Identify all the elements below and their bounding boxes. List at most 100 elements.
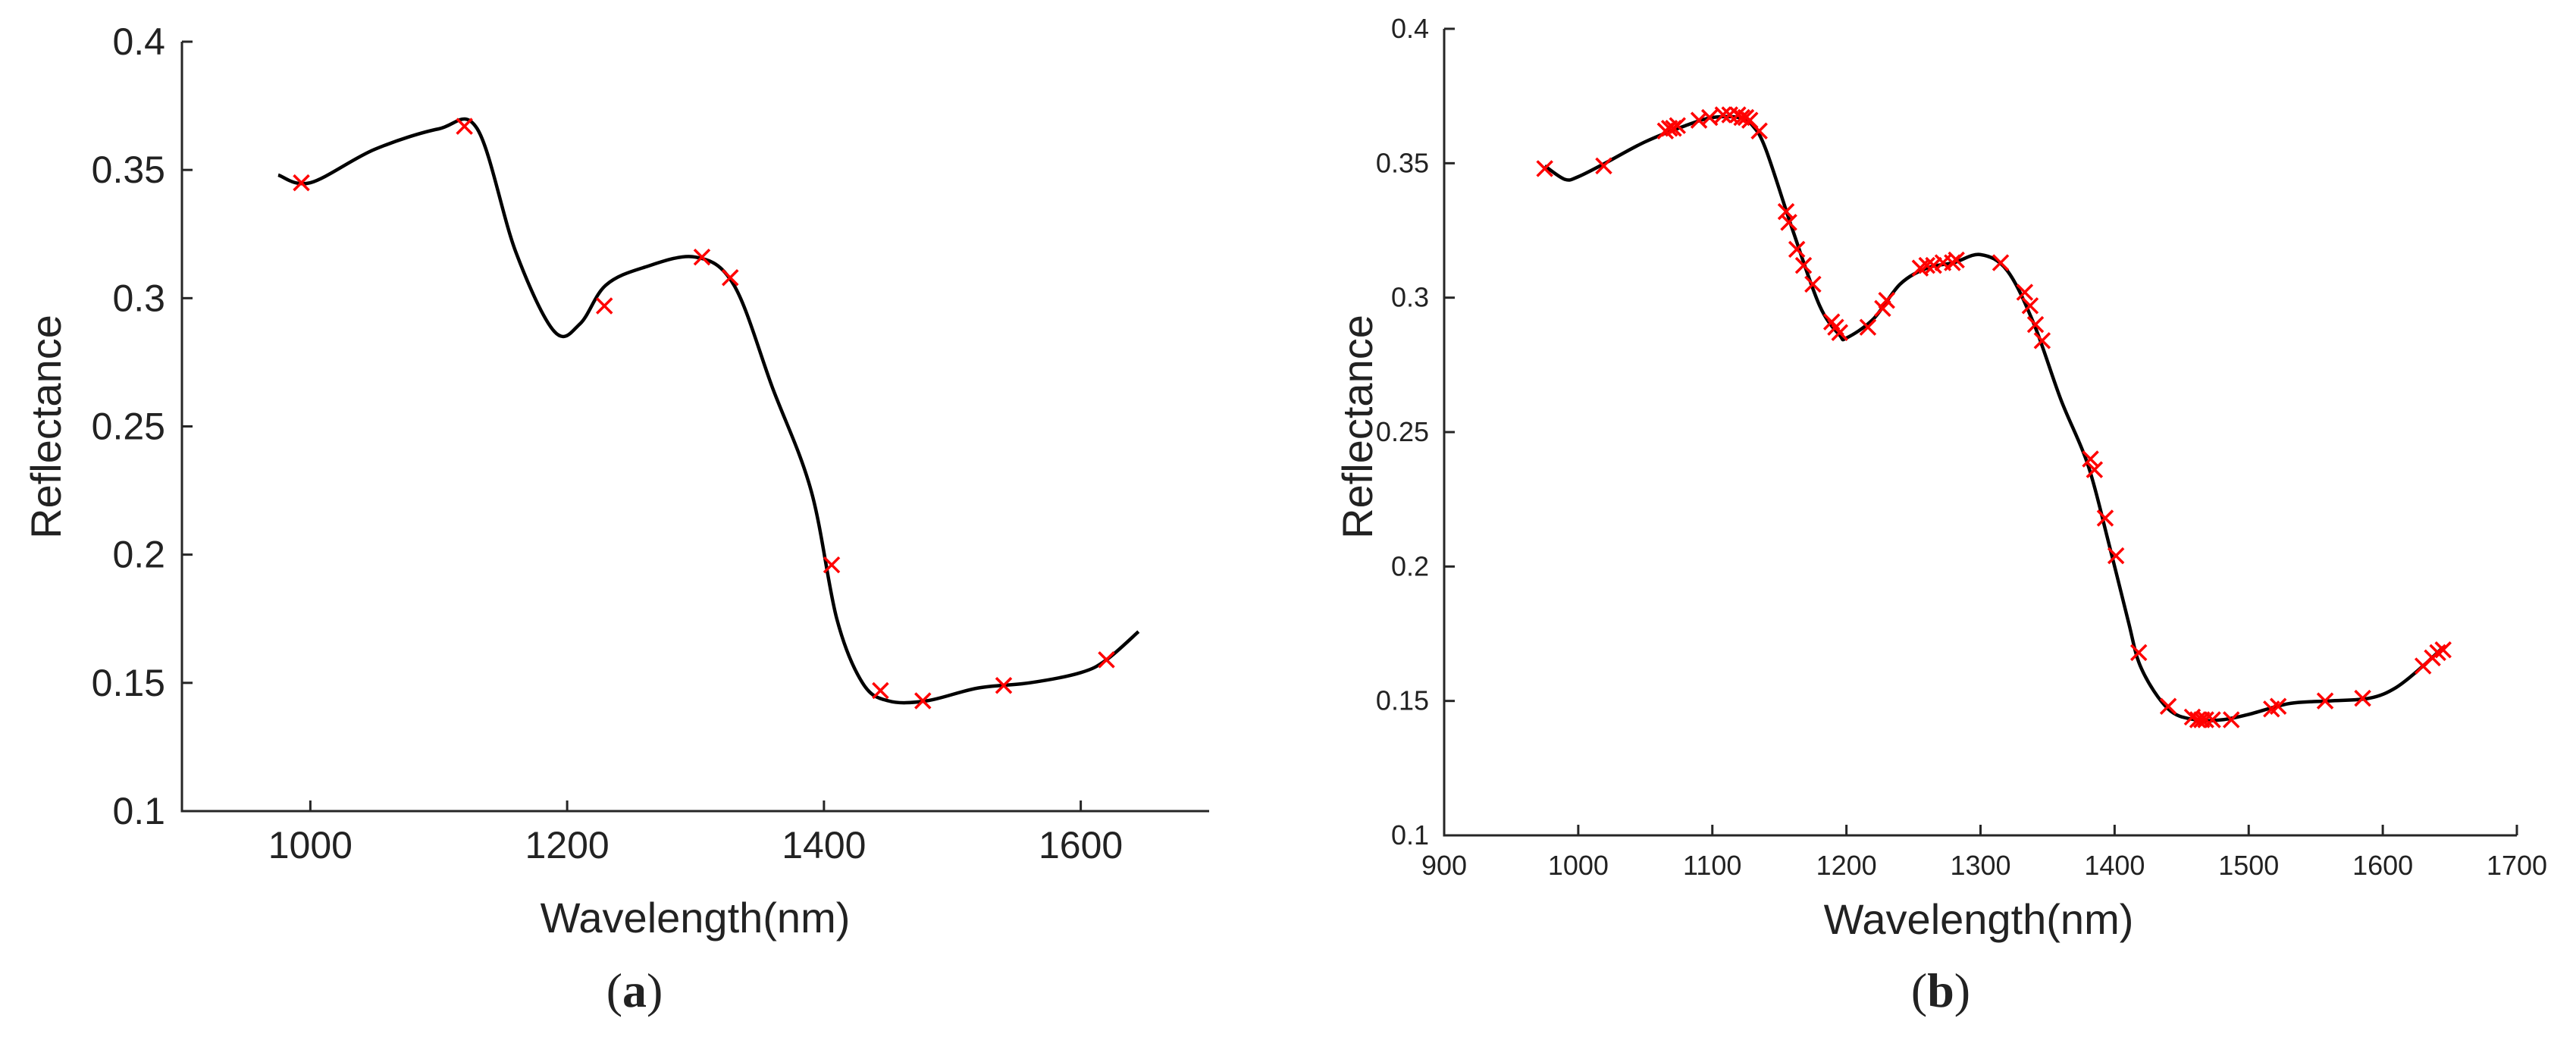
marker-stroke bbox=[1794, 256, 1813, 274]
selected-wavelength-marker bbox=[2129, 644, 2148, 662]
selected-wavelength-marker bbox=[823, 556, 841, 574]
y-tick-label: 0.15 bbox=[92, 662, 165, 704]
selected-wavelength-marker bbox=[1992, 254, 2010, 271]
selected-wavelength-marker bbox=[1925, 256, 1942, 274]
selected-wavelength-marker bbox=[1878, 291, 1895, 309]
selected-wavelength-marker bbox=[2269, 697, 2287, 715]
y-ticks-b: 0.1 0.15 0.2 0.25 0.3 0.35 0.4 bbox=[1376, 13, 1455, 851]
x-tick-label: 1000 bbox=[1548, 850, 1609, 881]
marker-stroke bbox=[1780, 214, 1797, 231]
marker-stroke bbox=[2434, 641, 2452, 659]
marker-stroke bbox=[2086, 461, 2104, 478]
selected-wavelength-marker bbox=[2082, 450, 2099, 468]
marker-stroke bbox=[2107, 547, 2125, 565]
marker-stroke bbox=[2223, 711, 2240, 728]
marker-stroke bbox=[1750, 122, 1768, 140]
marker-stroke bbox=[721, 269, 739, 287]
selected-wavelength-marker bbox=[1788, 240, 1806, 258]
marker-stroke bbox=[1804, 275, 1822, 293]
marker-stroke bbox=[1700, 108, 1719, 127]
marker-stroke bbox=[1992, 254, 2010, 271]
selected-wavelength-marker bbox=[2316, 692, 2334, 710]
y-axis-label-a: Reflectance bbox=[22, 315, 70, 539]
marker-stroke bbox=[1859, 318, 1877, 336]
selected-wavelength-marker bbox=[2096, 509, 2114, 527]
selected-wavelength-marker bbox=[456, 117, 473, 135]
y-axis-label-b: Reflectance bbox=[1333, 315, 1381, 539]
marker-stroke bbox=[872, 681, 889, 700]
selected-wavelength-marker bbox=[1750, 122, 1768, 140]
selected-markers-a bbox=[293, 117, 1115, 710]
selected-wavelength-marker bbox=[1714, 106, 1732, 124]
marker-stroke bbox=[1733, 108, 1750, 127]
x-tick-label: 1400 bbox=[782, 824, 866, 866]
panel-label-b: (b) bbox=[1911, 963, 1970, 1017]
x-tick-label: 1600 bbox=[1039, 824, 1123, 866]
selected-wavelength-marker bbox=[1098, 651, 1115, 669]
selected-wavelength-marker bbox=[1794, 256, 1813, 274]
y-tick-label: 0.2 bbox=[112, 534, 165, 576]
y-tick-label: 0.35 bbox=[1376, 147, 1429, 178]
selected-wavelength-marker bbox=[1804, 275, 1822, 293]
y-tick-label: 0.25 bbox=[92, 406, 165, 448]
selected-wavelength-marker bbox=[2026, 315, 2045, 334]
selected-wavelength-marker bbox=[872, 681, 889, 700]
y-tick-label: 0.2 bbox=[1391, 550, 1429, 581]
marker-stroke bbox=[2429, 644, 2446, 662]
y-tick-label: 0.35 bbox=[92, 149, 165, 191]
marker-stroke bbox=[2269, 697, 2287, 715]
selected-wavelength-marker bbox=[2107, 547, 2125, 565]
marker-stroke bbox=[1777, 202, 1795, 221]
panel-label-a: (a) bbox=[606, 963, 663, 1017]
marker-stroke bbox=[1831, 324, 1849, 342]
y-tick-label: 0.15 bbox=[1376, 685, 1429, 716]
selected-wavelength-marker bbox=[2021, 297, 2039, 315]
x-tick-label: 1200 bbox=[525, 824, 610, 866]
selected-wavelength-marker bbox=[995, 676, 1013, 694]
chart-panel-a: 0.1 0.15 0.2 0.25 0.3 0.35 0.4 1000 1200 1400 160… bbox=[22, 20, 1209, 1017]
y-tick-label: 0.3 bbox=[112, 277, 165, 319]
marker-stroke bbox=[2159, 697, 2177, 715]
marker-stroke bbox=[2129, 644, 2148, 662]
selected-wavelength-marker bbox=[1690, 111, 1708, 129]
selected-wavelength-marker bbox=[693, 248, 711, 266]
x-ticks-b: 900 1000 1100 1200 1300 1400 1500 1600 1700 bbox=[1421, 825, 2547, 881]
x-axis-label-b: Wavelength(nm) bbox=[1824, 895, 2134, 943]
x-tick-label: 1300 bbox=[1950, 850, 2010, 881]
marker-stroke bbox=[1741, 111, 1759, 129]
marker-stroke bbox=[1788, 240, 1806, 258]
y-tick-label: 0.3 bbox=[1391, 282, 1429, 313]
selected-wavelength-marker bbox=[1874, 299, 1891, 318]
marker-stroke bbox=[293, 174, 310, 192]
y-tick-label: 0.1 bbox=[112, 790, 165, 832]
marker-stroke bbox=[1669, 117, 1686, 134]
selected-wavelength-marker bbox=[2016, 284, 2034, 301]
spectrum-line-a bbox=[277, 117, 1140, 705]
marker-stroke bbox=[1925, 256, 1942, 274]
selected-wavelength-marker bbox=[2159, 697, 2177, 715]
x-tick-label: 1200 bbox=[1816, 850, 1877, 881]
selected-wavelength-marker bbox=[721, 269, 739, 287]
marker-stroke bbox=[914, 692, 932, 710]
x-axis-label-a: Wavelength(nm) bbox=[541, 894, 851, 941]
selected-wavelength-marker bbox=[2197, 711, 2214, 728]
marker-stroke bbox=[2096, 509, 2114, 527]
selected-wavelength-marker bbox=[2189, 711, 2207, 728]
marker-stroke bbox=[2033, 332, 2051, 349]
marker-stroke bbox=[456, 117, 473, 135]
marker-stroke bbox=[1536, 160, 1553, 177]
selected-wavelength-marker bbox=[2086, 461, 2104, 478]
marker-stroke bbox=[2016, 284, 2034, 301]
x-tick-label: 1500 bbox=[2218, 850, 2279, 881]
selected-wavelength-marker bbox=[1831, 324, 1849, 342]
marker-stroke bbox=[1948, 251, 1965, 269]
selected-wavelength-marker bbox=[2354, 689, 2371, 707]
selected-wavelength-marker bbox=[1700, 108, 1719, 127]
marker-stroke bbox=[2354, 689, 2371, 707]
marker-stroke bbox=[2204, 711, 2221, 728]
axes-frame-a bbox=[180, 42, 1209, 813]
marker-stroke bbox=[693, 248, 711, 266]
selected-wavelength-marker bbox=[1918, 256, 1935, 274]
marker-stroke bbox=[1878, 291, 1895, 309]
selected-wavelength-marker bbox=[1859, 318, 1877, 336]
